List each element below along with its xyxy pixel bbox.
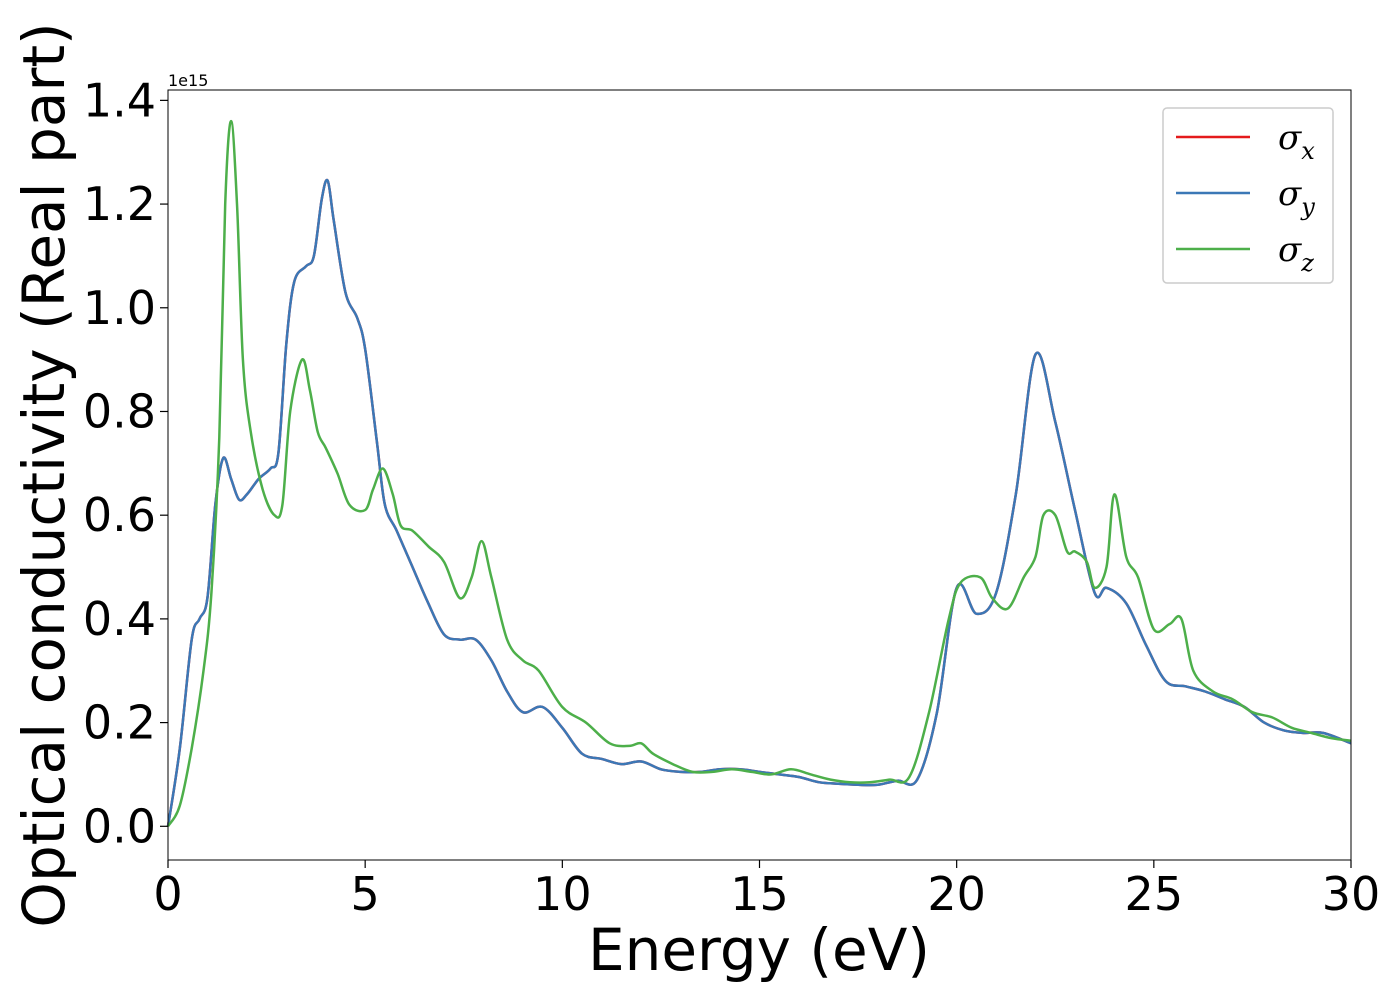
x-tick-label: 10 [533,867,592,921]
series-layer [166,119,1352,827]
y-axis-label: Optical conductivity (Real part) [10,22,78,927]
series-line-y [166,178,1352,827]
x-tick-label: 20 [927,867,986,921]
legend-label-y: σy [1278,174,1315,221]
y-offset-label: 1e15 [168,71,208,90]
x-tick-label: 0 [153,867,182,921]
y-tick-label: 1.4 [83,73,156,127]
y-axis: 0.0 0.2 0.4 0.6 0.8 1.0 1.2 1.4 [83,73,168,853]
legend: σx σy σz [1162,107,1334,284]
y-tick-label: 0.8 [83,384,156,438]
x-axis: 0 5 10 15 20 25 30 [153,860,1380,921]
legend-box [1162,107,1334,284]
y-tick-label: 1.0 [83,281,156,335]
y-tick-label: 0.4 [83,592,156,646]
x-tick-label: 25 [1125,867,1184,921]
x-tick-label: 15 [730,867,789,921]
y-tick-label: 0.0 [83,799,156,853]
x-tick-label: 30 [1322,867,1381,921]
series-line-z [166,119,1352,827]
y-tick-label: 1.2 [83,177,156,231]
legend-label-x: σx [1278,118,1315,165]
y-tick-label: 0.2 [83,696,156,750]
x-axis-label: Energy (eV) [588,916,930,984]
legend-label-z: σz [1278,230,1314,277]
x-tick-label: 5 [351,867,380,921]
plot-area [168,90,1351,860]
y-tick-label: 0.6 [83,488,156,542]
